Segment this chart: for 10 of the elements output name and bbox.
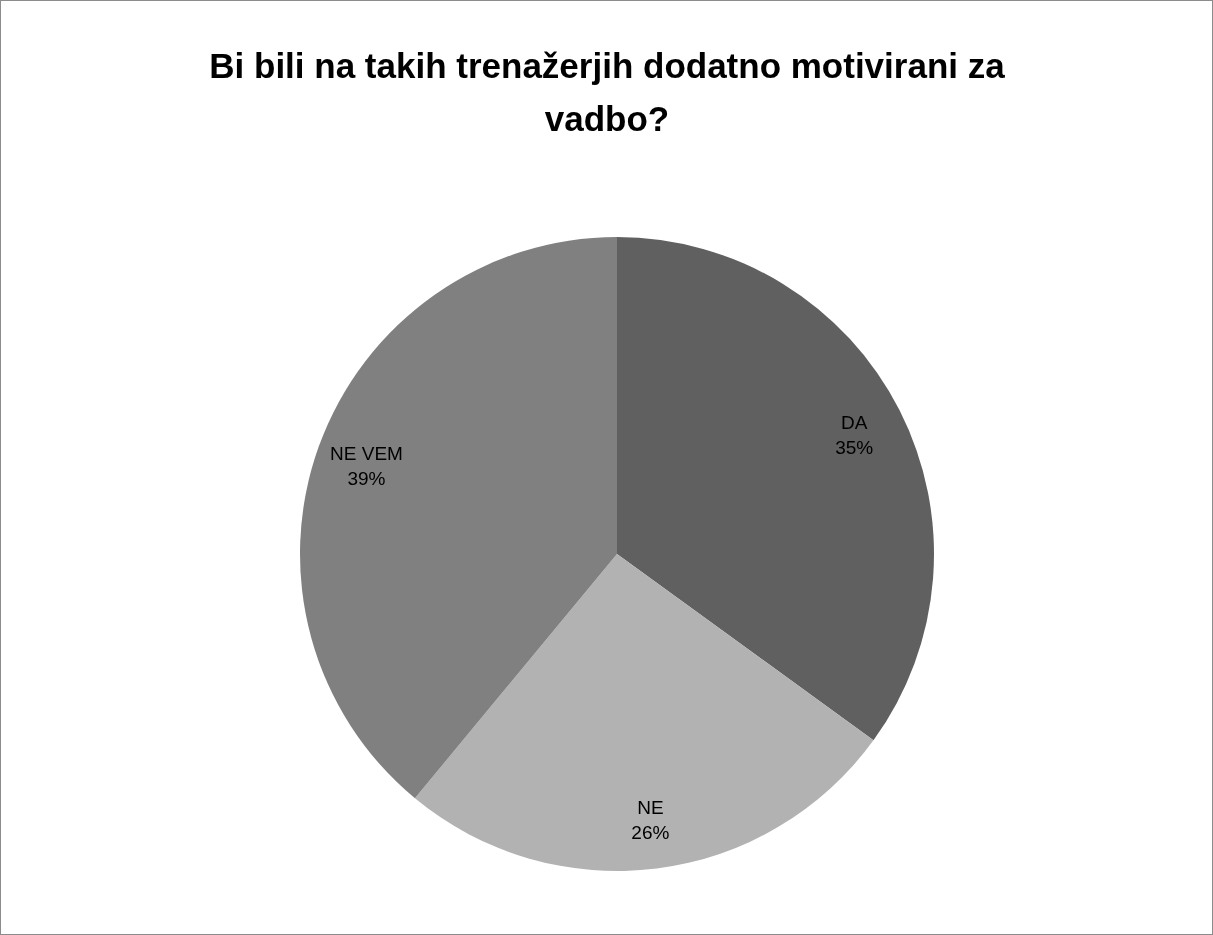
slice-label: DA [841,412,868,434]
slice-label: NE VEM [330,443,403,464]
pie-slice [300,237,617,799]
data-label: 39% [347,467,386,489]
pie-slice [414,554,874,871]
slice-label: NE [637,797,664,819]
data-label: 26% [631,822,670,844]
pie-slice [617,237,934,741]
data-label: 35% [835,437,874,459]
chart-title: Bi bili na takih trenažerjih dodatno motivirani za vadbo? [208,45,1006,140]
